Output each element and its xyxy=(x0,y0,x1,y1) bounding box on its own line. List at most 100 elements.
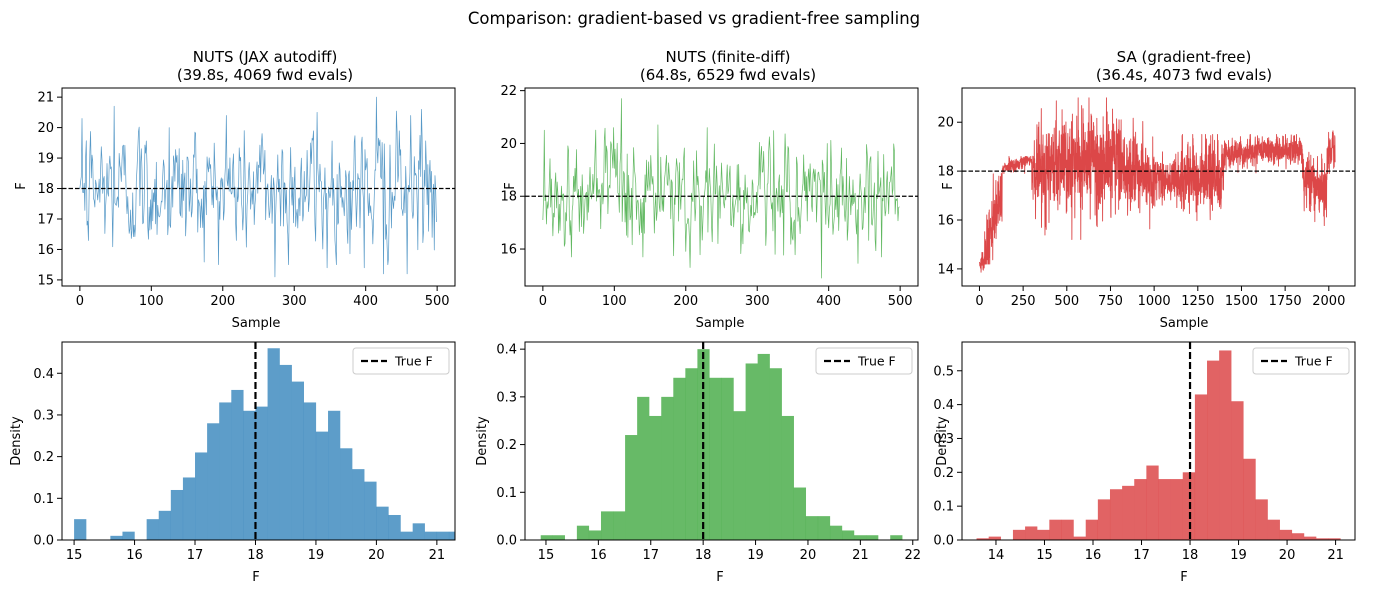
hist-nuts-fd-xtick-label: 15 xyxy=(538,548,555,563)
hist-nuts-fd-xtick-label: 19 xyxy=(747,548,764,563)
hist-nuts-fd-bar xyxy=(745,363,758,540)
trace-nuts-jax-ytick-label: 21 xyxy=(37,91,54,106)
hist-nuts-fd-bar xyxy=(637,396,650,540)
hist-sa-bar xyxy=(1146,465,1159,540)
trace-nuts-fd-xtick-label: 500 xyxy=(888,294,913,309)
panel-trace-nuts-jax: NUTS (JAX autodiff) (39.8s, 4069 fwd eva… xyxy=(14,48,353,331)
hist-sa-xtick-label: 19 xyxy=(1230,548,1247,563)
hist-nuts-jax-bar xyxy=(352,469,365,540)
hist-nuts-jax-bar xyxy=(122,531,135,540)
hist-nuts-jax-plot-area xyxy=(74,342,455,540)
hist-nuts-jax-legend: True F xyxy=(352,347,450,375)
hist-sa-ytick-label: 0.0 xyxy=(933,534,954,549)
trace-nuts-jax-xtick-label: 500 xyxy=(425,294,450,309)
hist-nuts-jax-ytick-label: 0.1 xyxy=(33,492,54,507)
trace-nuts-fd-xtick-label: 0 xyxy=(539,294,547,309)
trace-nuts-fd-title-line2: (64.8s, 6529 fwd evals) xyxy=(640,66,816,84)
hist-sa-frame xyxy=(961,341,1356,541)
hist-nuts-fd-ytick-label: 0.4 xyxy=(496,343,517,358)
trace-nuts-fd-axes: 0 100 200 300 400 500 16 18 20 22 xyxy=(500,84,919,309)
hist-sa-ylabel: Density xyxy=(935,416,950,466)
hist-nuts-jax-ytick-label: 0.2 xyxy=(33,450,54,465)
hist-nuts-jax-bar xyxy=(412,523,425,540)
hist-nuts-jax-bar xyxy=(146,519,159,540)
hist-sa-xtick-label: 16 xyxy=(1085,548,1102,563)
trace-nuts-jax-axes: 0 100 200 300 400 500 15 16 17 18 19 20 21 xyxy=(37,87,456,309)
hist-nuts-fd-bar xyxy=(613,511,626,540)
hist-sa-xtick-label: 15 xyxy=(1036,548,1053,563)
hist-sa-bar xyxy=(1012,529,1026,540)
hist-nuts-jax-bar xyxy=(219,402,232,540)
hist-nuts-jax-bar xyxy=(207,423,220,540)
hist-sa-bar xyxy=(1122,485,1135,540)
hist-nuts-jax-bar xyxy=(303,402,317,540)
trace-sa-xtick-label: 1000 xyxy=(1138,294,1171,309)
hist-sa-ytick-label: 0.5 xyxy=(933,364,954,379)
hist-sa-bar xyxy=(988,536,1001,540)
hist-nuts-jax-xtick-label: 16 xyxy=(126,548,143,563)
hist-nuts-fd-bar xyxy=(866,535,879,540)
trace-nuts-fd-ytick-label: 18 xyxy=(500,190,517,205)
trace-nuts-jax-ytick-label: 19 xyxy=(37,152,54,167)
hist-sa-bar xyxy=(1158,479,1171,540)
trace-nuts-fd-ytick-label: 16 xyxy=(500,243,517,258)
hist-nuts-jax-bar xyxy=(74,519,87,540)
hist-sa-bar xyxy=(1207,360,1220,540)
hist-nuts-jax-bar xyxy=(267,348,280,540)
trace-nuts-jax-ylabel: F xyxy=(14,182,29,189)
hist-nuts-fd-bar xyxy=(842,530,855,540)
trace-sa-frame xyxy=(961,87,1356,287)
hist-sa-bar xyxy=(1109,489,1123,540)
trace-sa-ytick-label: 20 xyxy=(937,116,954,131)
hist-sa-bar xyxy=(1073,536,1086,540)
hist-nuts-fd-bar xyxy=(576,525,590,540)
trace-nuts-jax-series-line xyxy=(79,96,437,278)
hist-sa-bar xyxy=(1097,499,1111,540)
trace-sa-xlabel: Sample xyxy=(1160,316,1209,331)
hist-nuts-jax-ytick-label: 0.4 xyxy=(33,367,54,382)
hist-nuts-jax-xtick-label: 19 xyxy=(308,548,325,563)
trace-nuts-fd-xtick-label: 100 xyxy=(602,294,627,309)
trace-sa-xtick-label: 250 xyxy=(1011,294,1036,309)
trace-sa-plot-area xyxy=(962,97,1355,273)
hist-sa-bar xyxy=(1025,526,1038,540)
hist-sa-legend-label: True F xyxy=(1294,354,1333,369)
trace-sa-series-line xyxy=(979,97,1336,273)
hist-sa-bar xyxy=(1037,529,1050,540)
trace-nuts-jax-ytick-label: 17 xyxy=(37,212,54,227)
trace-sa-xtick-label: 1750 xyxy=(1269,294,1302,309)
hist-nuts-fd-bar xyxy=(709,377,722,540)
hist-sa-bar xyxy=(1328,538,1341,540)
hist-sa-xtick-label: 14 xyxy=(988,548,1005,563)
trace-nuts-jax-xtick-label: 0 xyxy=(76,294,84,309)
hist-nuts-fd-xtick-label: 17 xyxy=(642,548,659,563)
trace-nuts-fd-ylabel: F xyxy=(503,182,518,189)
trace-nuts-fd-frame xyxy=(524,87,919,287)
trace-nuts-jax-ytick-label: 20 xyxy=(37,121,54,136)
hist-nuts-jax-bar xyxy=(376,506,389,540)
trace-sa-xtick-label: 750 xyxy=(1098,294,1123,309)
hist-sa-ytick-label: 0.4 xyxy=(933,398,954,413)
hist-nuts-jax-xtick-label: 21 xyxy=(429,548,446,563)
trace-nuts-jax-ytick-label: 18 xyxy=(37,182,54,197)
hist-nuts-jax-bar xyxy=(195,452,208,540)
hist-nuts-jax-xtick-label: 20 xyxy=(368,548,385,563)
hist-nuts-jax-bar xyxy=(424,531,438,540)
trace-nuts-jax-title-line2: (39.8s, 4069 fwd evals) xyxy=(177,66,353,84)
hist-nuts-jax-xtick-label: 17 xyxy=(187,548,204,563)
hist-sa-bar xyxy=(1134,479,1147,540)
hist-sa-bar xyxy=(1291,533,1305,540)
hist-nuts-jax-ylabel: Density xyxy=(9,416,24,466)
trace-nuts-jax-ytick-label: 15 xyxy=(37,273,54,288)
hist-sa-ytick-label: 0.1 xyxy=(933,500,954,515)
trace-nuts-jax-frame xyxy=(61,87,456,287)
hist-sa-xtick-label: 17 xyxy=(1133,548,1150,563)
hist-sa-bar xyxy=(1231,401,1244,540)
trace-nuts-jax-ytick-label: 16 xyxy=(37,243,54,258)
hist-sa-xlabel: F xyxy=(1180,570,1187,585)
panel-trace-sa: SA (gradient-free) (36.4s, 4073 fwd eval… xyxy=(941,48,1272,331)
hist-nuts-fd-ytick-label: 0.1 xyxy=(496,486,517,501)
hist-nuts-fd-bar xyxy=(721,377,734,540)
hist-sa-bar xyxy=(1170,479,1183,540)
